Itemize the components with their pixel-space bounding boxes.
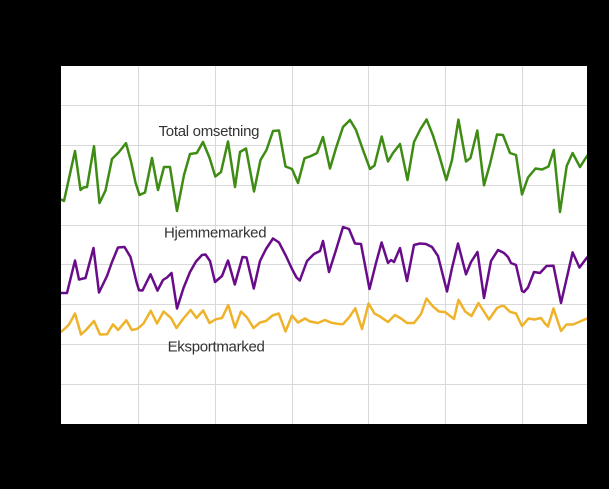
- svg-text:Eksportmarked: Eksportmarked: [168, 339, 265, 356]
- svg-text:Hjemmemarked: Hjemmemarked: [164, 224, 266, 241]
- svg-text:Total omsetning: Total omsetning: [159, 123, 260, 140]
